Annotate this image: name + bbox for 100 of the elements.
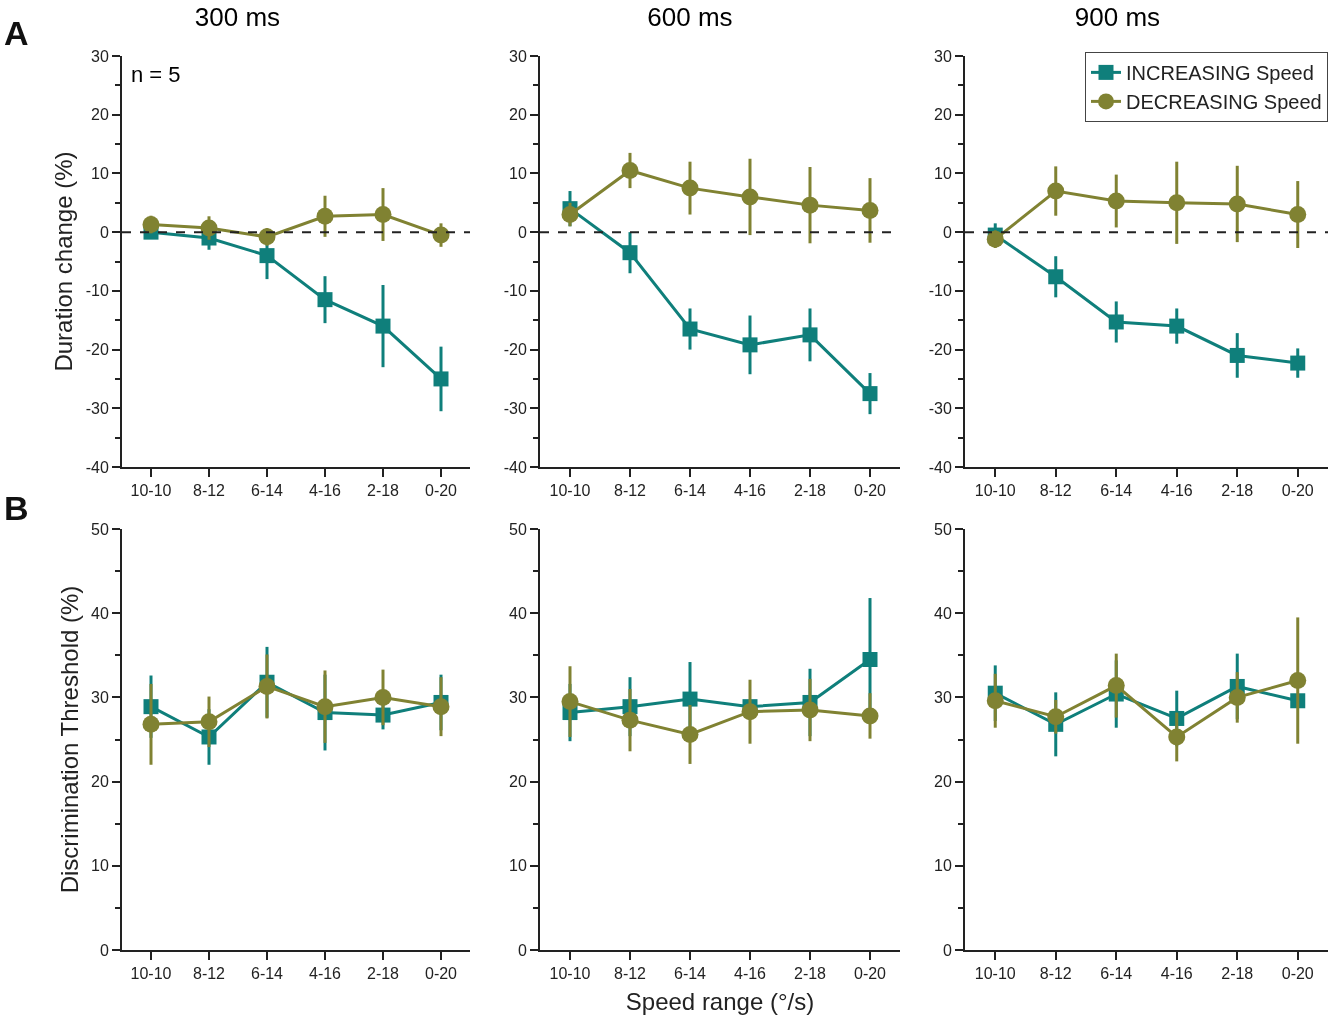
y-tick-label: 30 (509, 689, 527, 706)
point (1229, 347, 1245, 363)
point (1168, 194, 1186, 212)
x-tick-label: 4-16 (308, 965, 342, 983)
y-axis-title: Duration change (%) (50, 151, 78, 372)
point (801, 196, 819, 214)
point (561, 206, 579, 224)
point (1047, 182, 1065, 200)
x-tick-label: 4-16 (308, 482, 342, 500)
x-tick-label: 6-14 (673, 482, 707, 500)
x-tick-label: 10-10 (549, 965, 591, 983)
point (561, 693, 579, 711)
point (862, 386, 878, 402)
y-tick-label: 40 (91, 604, 109, 622)
x-tick-label: 0-20 (853, 482, 887, 500)
y-tick-label: 10 (91, 165, 109, 183)
x-tick-label: 4-16 (1160, 965, 1193, 983)
point (200, 219, 218, 237)
y-tick-label: 20 (509, 773, 527, 791)
x-tick-label: 2-18 (366, 965, 400, 983)
y-tick-label: 0 (942, 941, 952, 959)
y-tick-label: 20 (91, 106, 109, 124)
y-tick-label: 10 (509, 165, 527, 183)
y-tick-label: 30 (509, 47, 527, 65)
point (316, 698, 334, 716)
y-tick-label: 50 (509, 520, 527, 538)
point (741, 703, 759, 721)
point (986, 692, 1004, 710)
point (861, 201, 879, 219)
y-tick-label: -20 (85, 341, 109, 359)
point (621, 711, 639, 729)
point (1047, 708, 1065, 726)
x-tick-label: 0-20 (1281, 965, 1314, 983)
x-tick-label: 6-14 (1100, 482, 1133, 500)
point (1048, 269, 1064, 285)
point (1107, 677, 1125, 695)
point (741, 188, 759, 206)
y-tick-label: -20 (928, 341, 952, 359)
x-axis-title: Speed range (°/s) (625, 988, 815, 1015)
point (374, 206, 392, 224)
x-tick-label: 6-14 (250, 965, 284, 983)
y-tick-label: 30 (934, 47, 952, 65)
point (621, 161, 639, 179)
chart-title: 300 ms (194, 2, 281, 33)
x-tick-label: 8-12 (192, 965, 226, 983)
y-tick-label: 20 (91, 773, 109, 791)
text: A (4, 14, 29, 52)
point (681, 179, 699, 197)
x-tick-label: 2-18 (366, 482, 400, 500)
point (375, 318, 391, 334)
x-tick-label: 2-18 (1221, 482, 1254, 500)
y-tick-label: -30 (928, 399, 952, 417)
y-tick-label: -10 (85, 282, 109, 300)
point (259, 248, 275, 264)
point (316, 207, 334, 225)
y-tick-label: 0 (517, 941, 527, 959)
y-tick-label: 50 (91, 520, 109, 538)
legend-label: INCREASING Speed (1126, 62, 1314, 85)
point (681, 725, 699, 743)
x-tick-label: 6-14 (1100, 965, 1133, 983)
point (317, 292, 333, 308)
y-tick-label: -40 (85, 458, 109, 476)
y-tick-label: -40 (503, 458, 527, 476)
y-tick-label: 40 (509, 604, 527, 622)
point (1168, 728, 1186, 746)
annotation: n = 5 (131, 62, 181, 87)
legend-label: DECREASING Speed (1126, 91, 1322, 114)
y-tick-label: -10 (503, 282, 527, 300)
point (200, 713, 218, 731)
y-tick-label: 0 (99, 223, 109, 241)
point (142, 715, 160, 733)
y-tick-label: 10 (91, 857, 109, 875)
x-tick-label: 8-12 (192, 482, 226, 500)
point (986, 230, 1004, 248)
point (682, 691, 698, 707)
point (1107, 192, 1125, 210)
point (258, 677, 276, 695)
point (861, 707, 879, 725)
point (1289, 672, 1307, 690)
y-tick-label: 20 (934, 773, 952, 791)
x-tick-label: 8-12 (1039, 965, 1072, 983)
x-tick-label: 0-20 (1281, 482, 1314, 500)
y-tick-label: -10 (928, 282, 952, 300)
x-tick-label: 6-14 (673, 965, 707, 983)
x-tick-label: 10-10 (130, 482, 172, 500)
y-axis-title: Discrimination Threshold (%) (55, 585, 83, 894)
x-tick-label: 8-12 (613, 965, 647, 983)
point (1289, 206, 1307, 224)
point (862, 652, 878, 668)
point (1169, 318, 1185, 334)
x-tick-label: 4-16 (1160, 482, 1193, 500)
y-tick-label: 30 (91, 47, 109, 65)
y-tick-label: -30 (85, 399, 109, 417)
point (1228, 688, 1246, 706)
point (682, 321, 698, 337)
y-tick-label: 0 (942, 223, 952, 241)
x-tick-label: 10-10 (974, 965, 1016, 983)
chart-title: 900 ms (1074, 2, 1161, 33)
y-tick-label: 10 (934, 857, 952, 875)
x-tick-label: 10-10 (974, 482, 1016, 500)
